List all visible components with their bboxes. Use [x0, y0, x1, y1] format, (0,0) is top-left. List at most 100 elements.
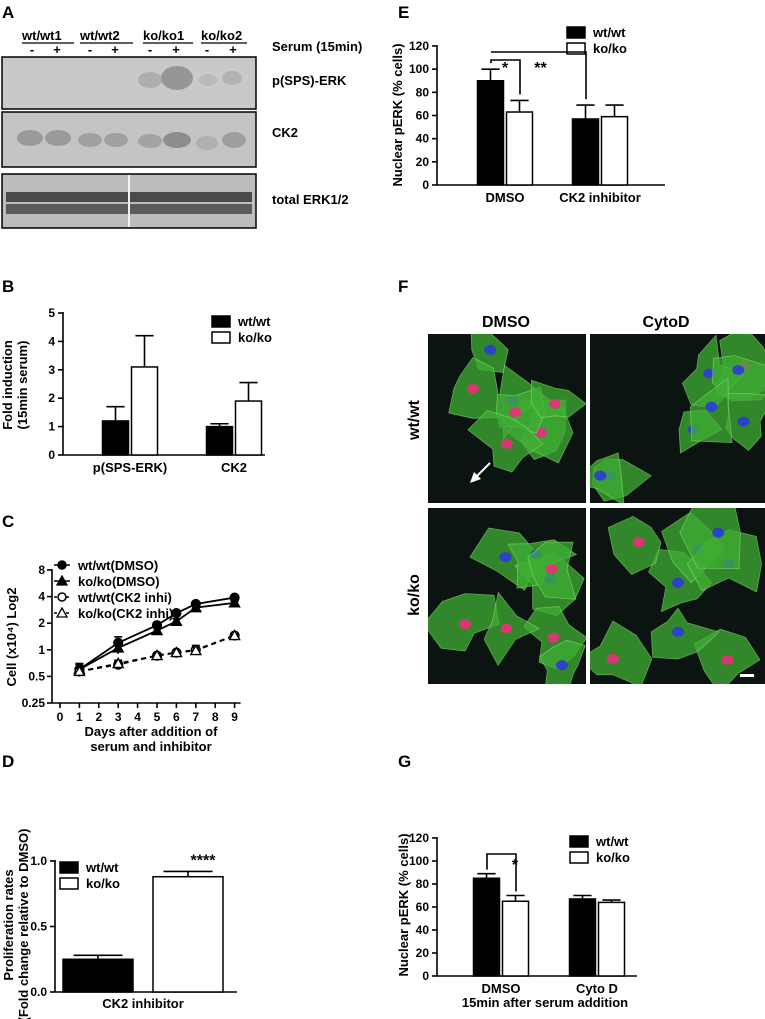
cell-nucleus — [500, 623, 513, 634]
cell-nucleus — [499, 552, 512, 563]
y-tick-label: 1 — [48, 420, 55, 434]
band-label-pserk: p(SPS)-ERK — [272, 73, 347, 88]
y-axis-label: Cell (x10⁴) Log2 — [4, 588, 19, 687]
y-tick-label: 1.0 — [30, 854, 47, 868]
x-tick-label: 9 — [231, 710, 238, 724]
data-point — [228, 629, 241, 641]
serum-sign: + — [172, 42, 180, 57]
bar — [205, 425, 234, 456]
micrograph-tile — [590, 508, 765, 684]
blot-group-label: wt/wt2 — [79, 28, 120, 43]
y-tick-label: 120 — [409, 831, 429, 845]
serum-sign: + — [111, 42, 119, 57]
chart-e: 0 20 40 60 80 100 120 Nuclear pERK (% cells) DMS… — [390, 25, 665, 205]
y-tick-label: 60 — [416, 109, 430, 123]
panel-label-c: C — [2, 512, 14, 531]
cell-nucleus — [594, 470, 607, 481]
cells — [590, 508, 762, 684]
panel-label-f: F — [398, 277, 408, 296]
bar — [472, 877, 501, 977]
legend-label: wt/wt — [237, 314, 271, 329]
serum-sign: - — [30, 42, 34, 57]
arrow-annotation — [470, 462, 491, 483]
series-line — [78, 601, 235, 671]
legend-swatch — [59, 877, 79, 890]
panel-label-g: G — [398, 752, 411, 771]
legend-label: wt/wt — [595, 834, 629, 849]
bar — [568, 898, 597, 977]
serum-sign: - — [88, 42, 92, 57]
legend-swatch — [211, 315, 231, 328]
cell-nucleus — [671, 577, 684, 588]
y-tick-label: 120 — [409, 39, 429, 53]
y-tick-label: 80 — [416, 877, 430, 891]
x-axis-label: Days after addition of serum and inhibito… — [85, 724, 219, 754]
y-tick-label: 20 — [416, 155, 430, 169]
x-tick-label: 5 — [154, 710, 161, 724]
legend-marker — [57, 592, 67, 602]
bar — [505, 111, 534, 186]
data-point — [112, 657, 125, 669]
cell-nucleus — [672, 626, 685, 637]
y-tick-label: 1 — [38, 643, 45, 657]
panel-label-e: E — [398, 3, 409, 22]
serum-sign: - — [205, 42, 209, 57]
legend-swatch — [59, 861, 79, 874]
cell-body — [650, 607, 720, 660]
legend-marker — [57, 560, 67, 570]
serum-sign-row: - + - + - + - + — [30, 42, 237, 57]
legend-swatch — [211, 331, 231, 344]
y-tick-label: 20 — [416, 946, 430, 960]
cell-nucleus — [509, 407, 522, 418]
blot-group-label: wt/wt1 — [21, 28, 62, 43]
serum-label: Serum (15min) — [272, 39, 362, 54]
data-point — [228, 596, 241, 608]
y-tick-label: 0.0 — [30, 985, 47, 999]
data-point — [170, 646, 183, 658]
cell-nucleus — [547, 632, 560, 643]
bar — [234, 400, 263, 456]
y-axis-label: Proliferation rates(Fold change relative… — [1, 829, 31, 1019]
cell-nucleus — [737, 416, 750, 427]
cell-nucleus — [466, 383, 479, 394]
legend-label: wt/wt — [592, 25, 626, 40]
x-tick-label: 2 — [95, 710, 102, 724]
y-tick-label: 0.25 — [22, 696, 46, 710]
cell-nucleus — [484, 344, 497, 355]
data-point — [150, 649, 164, 661]
legend-marker — [55, 574, 69, 586]
y-tick-label: 60 — [416, 900, 430, 914]
cell-nucleus — [500, 438, 513, 449]
cells — [428, 527, 586, 684]
legend-label: ko/ko — [593, 41, 627, 56]
micro-col-title: DMSO — [482, 314, 530, 331]
x-category-label: CK2 inhibitor — [559, 190, 641, 205]
bar — [62, 958, 134, 993]
data-point — [150, 624, 164, 636]
x-tick-label: 1 — [76, 710, 83, 724]
x-tick-label: 7 — [192, 710, 199, 724]
panel-label-a: A — [2, 3, 14, 22]
y-tick-label: 100 — [409, 854, 429, 868]
serum-sign: - — [148, 42, 152, 57]
cells — [448, 334, 586, 473]
legend-marker — [55, 606, 69, 618]
data-point — [189, 601, 202, 613]
blot-strip-total-erk — [1, 173, 257, 229]
x-category-label: CK2 inhibitor — [102, 996, 184, 1011]
y-tick-label: 3 — [48, 363, 55, 377]
significance-bracket — [490, 59, 521, 95]
legend-label: wt/wt — [85, 860, 119, 875]
cell-nucleus — [703, 368, 716, 379]
data-point — [189, 644, 202, 656]
x-tick-label: 4 — [134, 710, 141, 724]
micrograph-tile — [428, 508, 586, 684]
y-tick-label: 0.5 — [30, 920, 47, 934]
x-tick-label: 8 — [212, 710, 219, 724]
x-axis-label: 15min after serum addition — [462, 995, 628, 1010]
y-tick-label: 0 — [422, 969, 429, 983]
x-category-label: Cyto D — [576, 981, 618, 996]
cell-nucleus — [705, 401, 718, 412]
